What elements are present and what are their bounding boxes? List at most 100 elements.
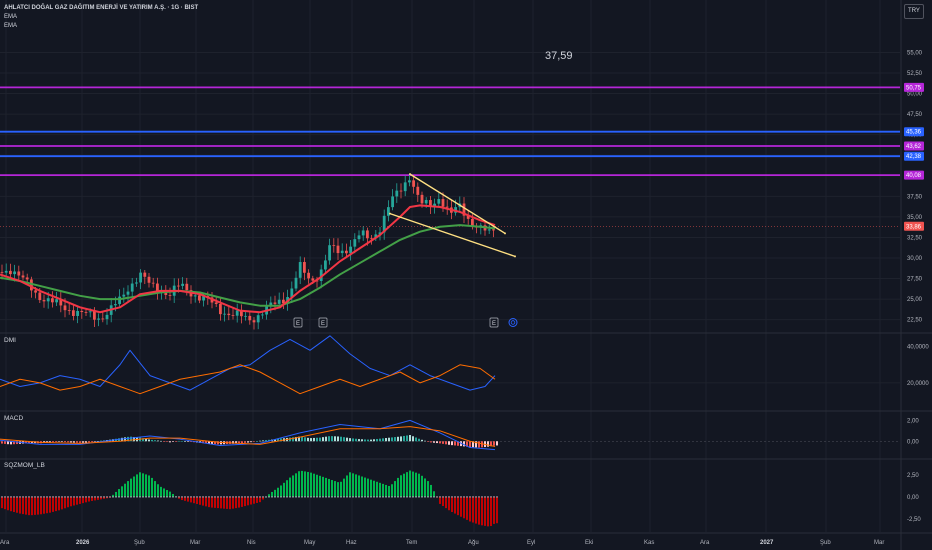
macd-histogram-bar <box>451 441 453 446</box>
macd-histogram-bar <box>325 436 327 442</box>
macd-pane-label[interactable]: MACD <box>4 415 24 422</box>
candle-down <box>93 311 96 320</box>
price-axis-tick: 25,00 <box>907 297 923 303</box>
sqzmom-bar <box>442 496 444 507</box>
macd-histogram-bar <box>73 441 75 443</box>
candle-down <box>441 199 445 207</box>
sqzmom-bar <box>190 496 192 503</box>
macd-histogram-bar <box>328 436 330 442</box>
candle-up <box>403 182 407 192</box>
sqzmom-dot <box>142 496 144 498</box>
sqzmom-dot <box>139 496 141 498</box>
candle-down <box>332 245 336 247</box>
sqzmom-dot <box>358 496 360 498</box>
macd-histogram-bar <box>304 437 306 442</box>
sqzmom-bar <box>472 496 474 523</box>
macd-histogram-bar <box>322 437 324 442</box>
macd-histogram-bar <box>373 439 375 442</box>
sqzmom-dot <box>274 496 276 498</box>
sqzmom-bar <box>268 494 270 497</box>
sqzmom-dot <box>400 496 402 498</box>
sqzmom-bar <box>208 496 210 508</box>
sqzmom-bar <box>250 496 252 505</box>
macd-histogram-bar <box>46 441 48 443</box>
candle-up <box>114 304 117 306</box>
sqzmom-dot <box>106 496 108 498</box>
sqzmom-bar <box>160 486 162 497</box>
sqzmom-bar <box>259 496 261 503</box>
macd-histogram-bar <box>358 439 360 442</box>
sqzmom-dot <box>430 496 432 498</box>
sqzmom-bar <box>313 473 315 497</box>
sqzmom-bar <box>121 486 123 497</box>
sqzmom-bar <box>211 496 213 508</box>
candle-up <box>235 310 239 316</box>
candle-down <box>248 315 252 321</box>
sqzmom-dot <box>97 496 99 498</box>
sqzmom-bar <box>448 496 450 511</box>
macd-histogram-bar <box>370 439 372 442</box>
sqzmom-pane-label[interactable]: SQZMOM_LB <box>4 462 45 469</box>
macd-histogram-bar <box>61 441 63 442</box>
macd-histogram-bar <box>385 438 387 442</box>
sqzmom-dot <box>58 496 60 498</box>
macd-histogram-bar <box>67 441 69 443</box>
sqzmom-dot <box>301 496 303 498</box>
macd-histogram-bar <box>430 441 432 443</box>
symbol-title[interactable]: AHLATCI DOĞAL GAZ DAĞITIM ENERJİ VE YATI… <box>4 5 199 11</box>
sqzmom-bar <box>379 482 381 497</box>
candle-up <box>256 315 260 323</box>
macd-histogram-bar <box>28 441 30 443</box>
sqzmom-dot <box>109 496 111 498</box>
sqzmom-dot <box>145 496 147 498</box>
macd-histogram-bar <box>421 439 423 442</box>
sqzmom-bar <box>1 496 3 509</box>
currency-button[interactable]: TRY <box>904 4 924 19</box>
macd-histogram-bar <box>403 435 405 442</box>
sqzmom-bar <box>382 483 384 497</box>
candle-up <box>290 288 294 298</box>
candle-up <box>261 314 264 316</box>
sqzmom-bar <box>439 496 441 504</box>
macd-histogram-bar <box>436 441 438 444</box>
macd-histogram-bar <box>394 437 396 442</box>
x-axis-label: May <box>304 540 315 546</box>
candle-up <box>97 318 100 320</box>
sqzmom-dot <box>82 496 84 498</box>
sqzmom-bar <box>91 496 93 501</box>
sqzmom-dot <box>208 496 210 498</box>
sqzmom-dot <box>259 496 261 498</box>
sqzmom-dot <box>115 496 117 498</box>
sqzmom-dot <box>319 496 321 498</box>
price-axis-tick: 35,00 <box>907 215 923 221</box>
sqzmom-axis-tick: 0,00 <box>907 495 919 501</box>
sqzmom-dot <box>445 496 447 498</box>
sqzmom-bar <box>445 496 447 509</box>
level-label: 50,75 <box>906 85 922 91</box>
sqzmom-bar <box>181 496 183 501</box>
indicator-label-ema-1[interactable]: EMA <box>4 14 18 20</box>
macd-histogram-bar <box>454 441 456 446</box>
indicator-label-ema-2[interactable]: EMA <box>4 23 18 29</box>
sqzmom-bar <box>43 496 45 514</box>
sqzmom-dot <box>289 496 291 498</box>
macd-histogram-bar <box>442 441 444 444</box>
sqzmom-bar <box>418 473 420 497</box>
x-axis-label: Ağu <box>468 540 479 546</box>
sqzmom-bar <box>475 496 477 524</box>
sqzmom-dot <box>349 496 351 498</box>
macd-histogram-bar <box>190 441 192 442</box>
candle-down <box>370 238 373 240</box>
candle-up <box>88 311 92 313</box>
sqzmom-bar <box>370 479 372 497</box>
candle-up <box>118 296 121 305</box>
sqzmom-bar <box>46 496 48 514</box>
candle-up <box>374 234 378 239</box>
candle-up <box>193 295 197 297</box>
macd-histogram-bar <box>469 441 471 448</box>
sqzmom-dot <box>112 496 114 498</box>
sqzmom-bar <box>103 496 105 499</box>
dmi-pane-label[interactable]: DMI <box>4 337 16 344</box>
sqzmom-dot <box>457 496 459 498</box>
